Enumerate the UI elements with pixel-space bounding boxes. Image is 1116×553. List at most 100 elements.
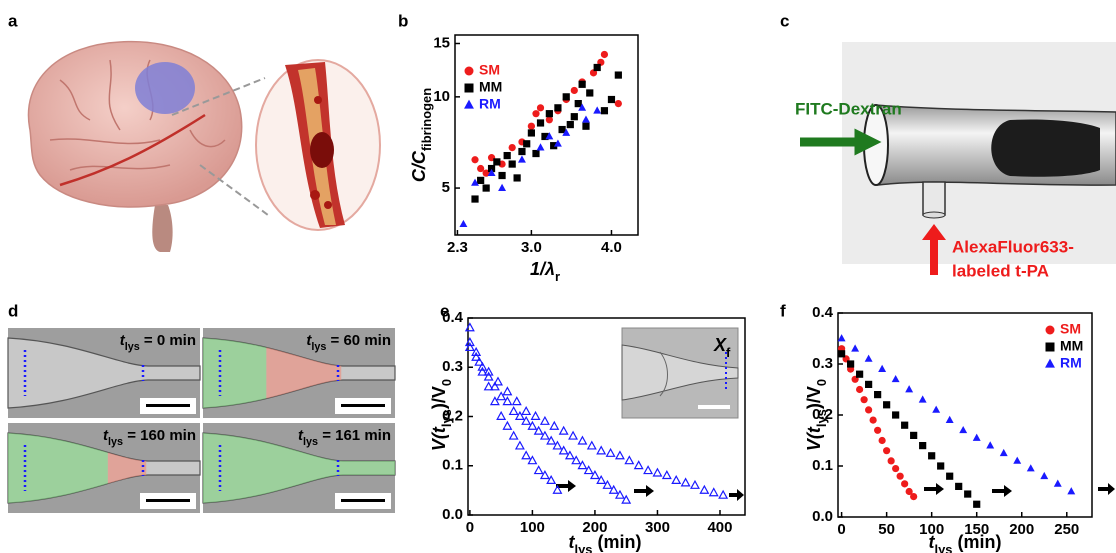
y-axis-title: V(tlys)/V0	[429, 379, 454, 451]
data-point	[502, 396, 513, 406]
text-part: = 160 min	[123, 427, 196, 444]
data-point	[602, 479, 613, 489]
micrograph	[202, 423, 396, 513]
text-part: f	[726, 345, 731, 360]
data-point	[937, 462, 945, 470]
scale-bar	[341, 404, 385, 407]
x-axis-title: tlys (min)	[568, 532, 641, 553]
channel	[7, 337, 201, 409]
text-part: X	[713, 335, 727, 355]
data-point	[932, 405, 941, 413]
data-point	[482, 169, 490, 177]
data-point	[910, 493, 918, 501]
inset-image	[621, 327, 739, 419]
y-tick-label: 0.1	[442, 457, 463, 474]
data-point	[901, 421, 909, 429]
data-point	[502, 420, 513, 430]
x-tick-label: 200	[582, 519, 607, 536]
data-point	[552, 440, 563, 450]
text-part: lys	[574, 542, 592, 553]
data-point	[892, 411, 900, 419]
legend-label: MM	[1060, 338, 1083, 354]
plot-frame	[454, 34, 639, 236]
legend-label: MM	[479, 79, 502, 95]
data-point	[487, 168, 496, 177]
legend-marker	[464, 99, 474, 109]
data-point	[539, 430, 550, 440]
data-point	[496, 391, 507, 401]
text-part: (min)	[593, 532, 642, 552]
data-point	[887, 457, 895, 465]
x-tick-label: 50	[878, 521, 895, 538]
data-point	[477, 176, 485, 184]
data-point	[1067, 487, 1076, 495]
data-point	[851, 344, 860, 352]
data-point	[508, 160, 516, 168]
text-part: lys	[311, 341, 326, 353]
y-tick-label: 0.4	[442, 309, 464, 326]
data-point	[614, 450, 625, 460]
data-point	[570, 86, 578, 95]
text-part: lys	[814, 409, 829, 427]
arrows	[556, 480, 1115, 501]
x-tick-label: 0	[466, 519, 474, 536]
data-point	[643, 465, 654, 475]
panel-letter: a	[8, 11, 18, 30]
data-point	[883, 401, 891, 409]
data-point	[596, 445, 607, 455]
data-point	[474, 356, 485, 366]
data-point	[614, 71, 622, 79]
legend-label: SM	[479, 62, 500, 78]
data-point	[570, 113, 578, 121]
data-point	[600, 107, 609, 115]
legend-marker	[1045, 342, 1055, 352]
x-tick-label: 400	[707, 519, 732, 536]
x-tick-label: 0	[837, 521, 845, 538]
outlet-label: labeled t-PA	[952, 261, 1049, 280]
data-point	[600, 50, 609, 59]
y-tick-label: 0.1	[812, 457, 833, 474]
text-part: lys	[303, 436, 318, 448]
data-point	[511, 396, 522, 406]
data-point	[928, 452, 936, 460]
data-point	[1013, 456, 1022, 464]
data-point	[718, 489, 729, 499]
y-tick-label: 0.2	[442, 407, 463, 424]
data-point	[546, 435, 557, 445]
data-point	[633, 460, 644, 470]
text-part: 0	[814, 379, 829, 386]
panel-letter: d	[8, 301, 18, 320]
data-point	[874, 391, 882, 399]
data-point	[571, 455, 582, 465]
data-point	[596, 474, 607, 485]
data-point	[708, 487, 719, 497]
x-tick-label: 100	[520, 519, 545, 536]
text-part: lys	[125, 341, 140, 353]
data-point	[489, 396, 500, 406]
data-point	[508, 430, 519, 440]
data-point	[471, 195, 479, 203]
data-point	[918, 395, 927, 403]
data-point	[498, 171, 506, 180]
data-point	[562, 128, 571, 136]
x-tick-label: 250	[1054, 521, 1079, 538]
micrograph-label: tlys = 60 min	[306, 332, 391, 353]
data-point	[471, 351, 482, 361]
data-point	[496, 410, 507, 420]
x-axis-title: 1/λr	[530, 259, 560, 284]
data-point	[891, 374, 900, 383]
data-point	[671, 474, 682, 485]
data-point	[582, 122, 590, 130]
x-tick-label: 100	[919, 521, 944, 538]
data-point	[860, 396, 868, 404]
data-point	[530, 410, 541, 420]
data-point	[577, 435, 588, 445]
data-point	[578, 80, 586, 88]
data-point	[459, 219, 468, 228]
data-point	[838, 350, 846, 358]
text-part: )/V	[804, 386, 824, 409]
data-point	[539, 415, 550, 425]
data-point	[483, 366, 494, 376]
x-tick-label: 300	[645, 519, 670, 536]
data-point	[532, 149, 540, 158]
